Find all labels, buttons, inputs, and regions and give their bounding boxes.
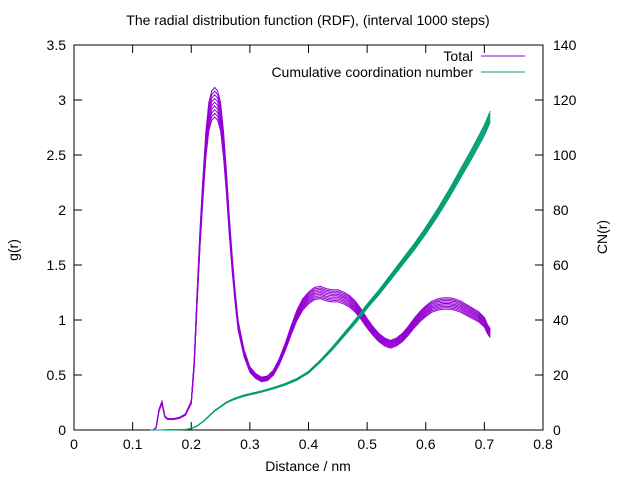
y2-tick-label: 20 <box>553 367 569 383</box>
series-lines <box>150 86 491 431</box>
tick-labels: 0 0.1 0.2 0.3 0.4 0.5 0.6 0.7 0.800.511.522.533.… <box>47 37 577 452</box>
series-line-total <box>152 101 491 431</box>
series-line-cumulative-cn <box>150 121 491 431</box>
series-line-cumulative-cn <box>150 113 491 431</box>
x-tick-label: 0.6 <box>416 436 436 452</box>
x-tick-label: 0 <box>70 436 78 452</box>
y-tick-label: 3.5 <box>47 37 67 53</box>
y-tick-label: 2 <box>58 202 66 218</box>
y-tick-label: 1.5 <box>47 257 67 273</box>
x-tick-label: 0.7 <box>475 436 495 452</box>
y2-tick-label: 140 <box>553 37 577 53</box>
series-line-total <box>152 105 491 431</box>
x-tick-label: 0.4 <box>299 436 319 452</box>
series-line-total <box>152 90 491 431</box>
y-tick-label: 0.5 <box>47 367 67 383</box>
series-line-total <box>152 108 491 431</box>
x-tick-label: 0.3 <box>240 436 260 452</box>
series-line-total <box>152 86 491 431</box>
x-tick-label: 0.1 <box>123 436 143 452</box>
axis-ticks <box>73 44 544 431</box>
x-axis-title: Distance / nm <box>265 458 351 474</box>
legend-label: Cumulative coordination number <box>271 64 473 80</box>
series-line-total <box>152 97 491 431</box>
y-tick-label: 0 <box>58 422 66 438</box>
y-tick-label: 3 <box>58 92 66 108</box>
series-line-cumulative-cn <box>150 117 491 431</box>
y2-tick-label: 120 <box>553 92 577 108</box>
x-tick-label: 0.8 <box>533 436 553 452</box>
y2-tick-label: 100 <box>553 147 577 163</box>
x-tick-label: 0.2 <box>182 436 202 452</box>
series-line-cumulative-cn <box>150 110 491 431</box>
x-tick-label: 0.5 <box>357 436 377 452</box>
series-cumulative-cn <box>150 110 491 431</box>
series-line-cumulative-cn <box>150 115 491 431</box>
y2-tick-label: 60 <box>553 257 569 273</box>
series-line-cumulative-cn <box>150 119 491 431</box>
y2-tick-label: 0 <box>553 422 561 438</box>
y2-axis-title: CN(r) <box>594 220 610 254</box>
y-tick-label: 1 <box>58 312 66 328</box>
series-total <box>152 86 491 431</box>
y-tick-label: 2.5 <box>47 147 67 163</box>
y-axis-title: g(r) <box>5 239 21 261</box>
y2-tick-label: 40 <box>553 312 569 328</box>
series-line-total <box>152 94 491 431</box>
y2-tick-label: 80 <box>553 202 569 218</box>
legend-label: Total <box>443 48 473 64</box>
chart-title: The radial distribution function (RDF), … <box>126 12 489 28</box>
